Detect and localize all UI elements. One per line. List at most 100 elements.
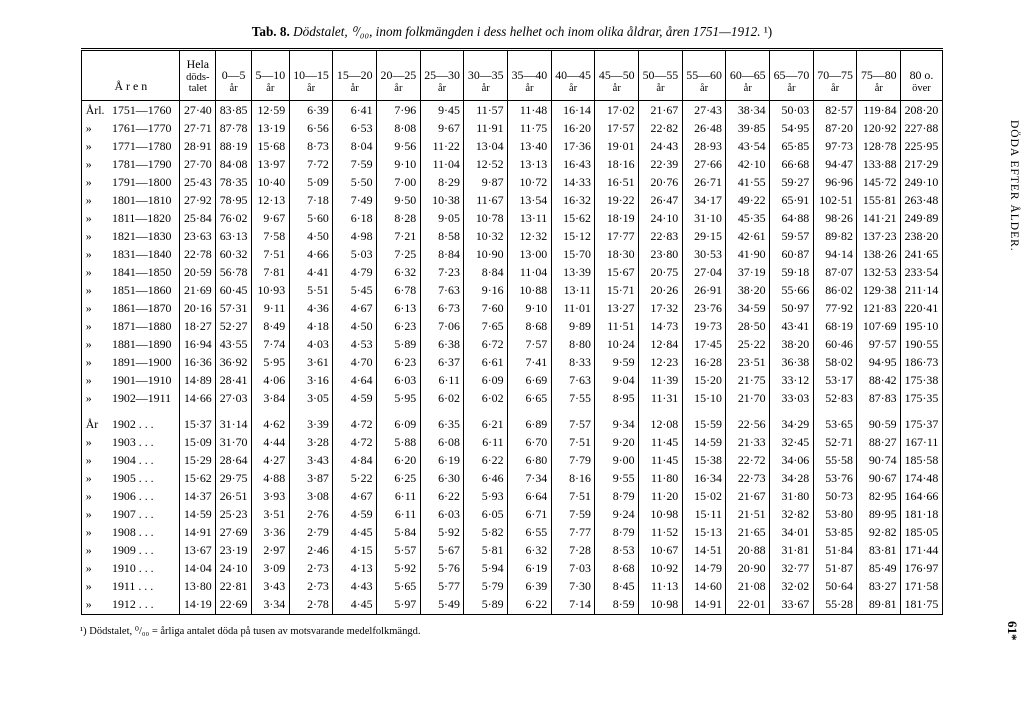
cell: 36·38 bbox=[770, 353, 814, 371]
cell: 6·19 bbox=[508, 560, 552, 578]
col-header: Heladöds-talet bbox=[180, 50, 216, 101]
cell: 120·92 bbox=[857, 119, 901, 137]
cell: 5·92 bbox=[377, 560, 421, 578]
cell: 34·29 bbox=[770, 407, 814, 434]
row-label: 1912 . . . bbox=[109, 596, 180, 615]
cell: 14·51 bbox=[682, 542, 726, 560]
cell: 25·43 bbox=[180, 173, 216, 191]
cell: 4·45 bbox=[333, 596, 377, 615]
table-row: »1901—191014·8928·414·063·164·646·036·11… bbox=[82, 371, 943, 389]
cell: 29·15 bbox=[682, 227, 726, 245]
table-row: »1906 . . .14·3726·513·933·084·676·116·2… bbox=[82, 488, 943, 506]
cell: 94·47 bbox=[813, 155, 857, 173]
cell: 22·56 bbox=[726, 407, 770, 434]
cell: 3·87 bbox=[289, 470, 333, 488]
cell: 89·82 bbox=[813, 227, 857, 245]
cell: 6·30 bbox=[420, 470, 464, 488]
row-art: » bbox=[82, 470, 109, 488]
cell: 6·09 bbox=[377, 407, 421, 434]
cell: 11·04 bbox=[420, 155, 464, 173]
cell: 18·27 bbox=[180, 317, 216, 335]
col-header: 10—15år bbox=[289, 50, 333, 101]
table-row: »1831—184022·7860·327·514·665·037·258·84… bbox=[82, 245, 943, 263]
cell: 21·75 bbox=[726, 371, 770, 389]
cell: 6·20 bbox=[377, 452, 421, 470]
cell: 84·08 bbox=[216, 155, 252, 173]
cell: 5·57 bbox=[377, 542, 421, 560]
cell: 7·59 bbox=[333, 155, 377, 173]
cell: 14·60 bbox=[682, 578, 726, 596]
cell: 21·51 bbox=[726, 506, 770, 524]
cell: 7·60 bbox=[464, 299, 508, 317]
cell: 7·28 bbox=[551, 542, 595, 560]
cell: 6·80 bbox=[508, 452, 552, 470]
cell: 4·72 bbox=[333, 407, 377, 434]
cell: 19·73 bbox=[682, 317, 726, 335]
cell: 13·11 bbox=[508, 209, 552, 227]
cell: 41·55 bbox=[726, 173, 770, 191]
cell: 7·72 bbox=[289, 155, 333, 173]
cell: 15·09 bbox=[180, 434, 216, 452]
cell: 12·13 bbox=[251, 191, 289, 209]
cell: 11·75 bbox=[508, 119, 552, 137]
cell: 6·25 bbox=[377, 470, 421, 488]
cell: 11·22 bbox=[420, 137, 464, 155]
cell: 15·13 bbox=[682, 524, 726, 542]
cell: 208·20 bbox=[901, 101, 943, 120]
row-art: » bbox=[82, 452, 109, 470]
cell: 33·67 bbox=[770, 596, 814, 615]
cell: 7·63 bbox=[420, 281, 464, 299]
cell: 133·88 bbox=[857, 155, 901, 173]
cell: 17·02 bbox=[595, 101, 639, 120]
side-running-title: DÖDA EFTER ÅLDER. bbox=[1008, 120, 1020, 252]
cell: 9·34 bbox=[595, 407, 639, 434]
cell: 10·24 bbox=[595, 335, 639, 353]
cell: 6·56 bbox=[289, 119, 333, 137]
row-art: År bbox=[82, 407, 109, 434]
col-header: 75—80år bbox=[857, 50, 901, 101]
cell: 3·43 bbox=[289, 452, 333, 470]
cell: 31·81 bbox=[770, 542, 814, 560]
cell: 7·74 bbox=[251, 335, 289, 353]
cell: 15·62 bbox=[180, 470, 216, 488]
footnote: ¹) Dödstalet, ⁰/₀₀ = årliga antalet döda… bbox=[28, 625, 996, 637]
cell: 9·67 bbox=[420, 119, 464, 137]
cell: 8·79 bbox=[595, 488, 639, 506]
row-label: 1821—1830 bbox=[109, 227, 180, 245]
cell: 11·31 bbox=[639, 389, 683, 407]
cell: 7·96 bbox=[377, 101, 421, 120]
cell: 27·70 bbox=[180, 155, 216, 173]
row-art: » bbox=[82, 389, 109, 407]
cell: 11·01 bbox=[551, 299, 595, 317]
cell: 225·95 bbox=[901, 137, 943, 155]
table-row: »1781—179027·7084·0813·977·727·599·1011·… bbox=[82, 155, 943, 173]
cell: 5·95 bbox=[377, 389, 421, 407]
cell: 164·66 bbox=[901, 488, 943, 506]
cell: 8·68 bbox=[508, 317, 552, 335]
cell: 6·55 bbox=[508, 524, 552, 542]
cell: 89·95 bbox=[857, 506, 901, 524]
cell: 16·20 bbox=[551, 119, 595, 137]
cell: 8·16 bbox=[551, 470, 595, 488]
cell: 5·88 bbox=[377, 434, 421, 452]
cell: 13·97 bbox=[251, 155, 289, 173]
cell: 5·94 bbox=[464, 560, 508, 578]
col-header: 20—25år bbox=[377, 50, 421, 101]
cell: 9·16 bbox=[464, 281, 508, 299]
row-art: » bbox=[82, 434, 109, 452]
cell: 8·53 bbox=[595, 542, 639, 560]
cell: 7·58 bbox=[251, 227, 289, 245]
table-row: »1903 . . .15·0931·704·443·284·725·886·0… bbox=[82, 434, 943, 452]
cell: 59·27 bbox=[770, 173, 814, 191]
cell: 15·12 bbox=[551, 227, 595, 245]
col-header: 40—45år bbox=[551, 50, 595, 101]
cell: 7·57 bbox=[508, 335, 552, 353]
cell: 11·45 bbox=[639, 452, 683, 470]
cell: 27·40 bbox=[180, 101, 216, 120]
row-art: » bbox=[82, 524, 109, 542]
row-art: » bbox=[82, 119, 109, 137]
cell: 4·67 bbox=[333, 488, 377, 506]
cell: 20·76 bbox=[639, 173, 683, 191]
cell: 23·19 bbox=[216, 542, 252, 560]
cell: 8·95 bbox=[595, 389, 639, 407]
